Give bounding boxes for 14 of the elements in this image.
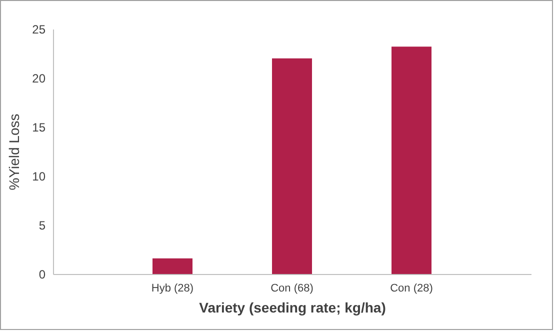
y-tick-label: 25 [32, 22, 46, 36]
y-tick-label: 10 [32, 170, 46, 184]
y-tick-label: 5 [38, 218, 46, 232]
x-tick-label: Con (68) [270, 282, 314, 294]
y-axis-title: %Yield Loss [6, 114, 22, 190]
y-tick-label: 0 [38, 268, 46, 282]
x-tick-label: Con (28) [390, 282, 433, 294]
y-tick-label: 20 [32, 72, 46, 86]
bar [392, 46, 432, 274]
bar [152, 258, 192, 274]
y-tick-label: 15 [32, 120, 46, 134]
bar [272, 58, 312, 274]
x-tick-label: Hyb (28) [151, 282, 194, 294]
x-axis-title: Variety (seeding rate; kg/ha) [199, 300, 386, 316]
